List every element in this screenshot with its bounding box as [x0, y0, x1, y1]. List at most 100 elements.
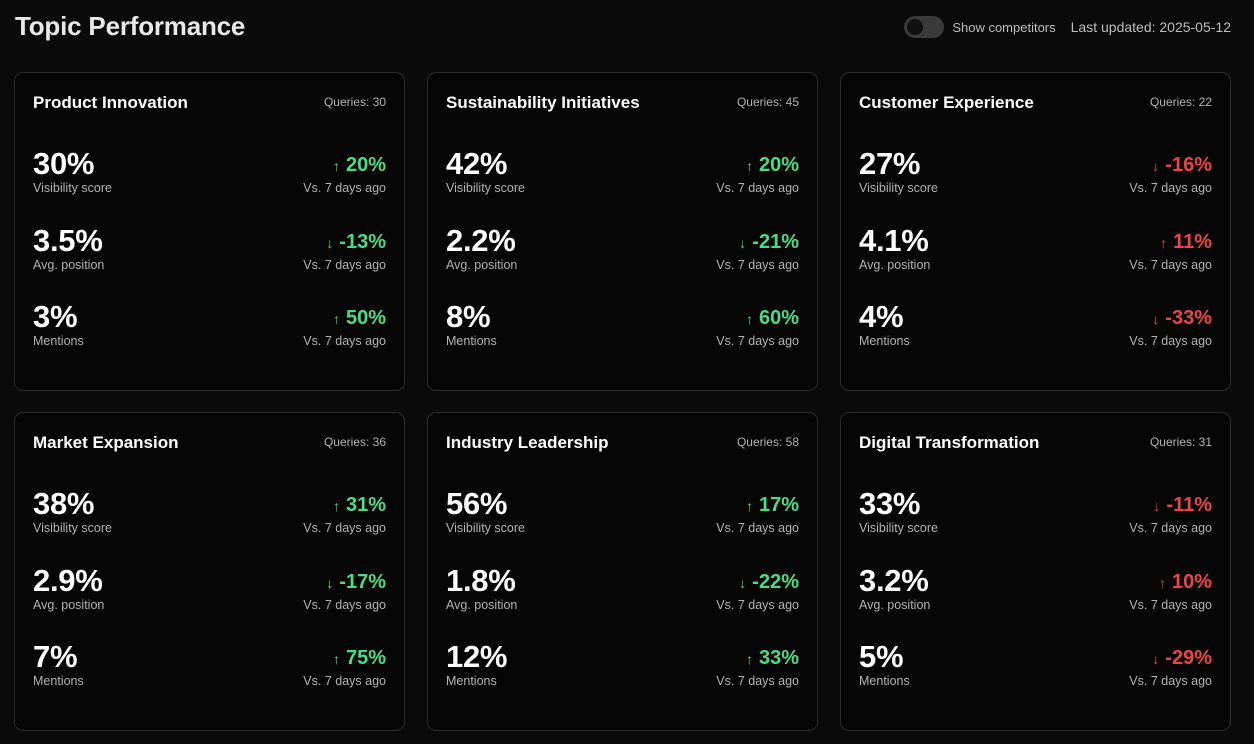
- metric-value: 38%: [33, 486, 95, 521]
- comparison-period: Vs. 7 days ago: [303, 181, 386, 195]
- change-percent: 60%: [758, 307, 799, 329]
- metric-label: Avg. position: [33, 598, 105, 612]
- arrow-down-icon: ↓: [1152, 310, 1160, 327]
- comparison-period: Vs. 7 days ago: [1129, 334, 1212, 348]
- comparison-period: Vs. 7 days ago: [716, 334, 799, 348]
- card-title: Customer Experience: [859, 93, 1034, 112]
- topic-card[interactable]: Customer Experience Queries: 22 27% Visibil…: [840, 72, 1231, 391]
- queries-count: Queries: 58: [736, 435, 799, 449]
- change-percent: -11%: [1166, 494, 1212, 516]
- metric-value: 4.1%: [859, 223, 929, 258]
- metric-visibility-score: 42% Visibility score ↑ 20% Vs. 7 days ago: [446, 146, 799, 204]
- queries-count: Queries: 30: [323, 95, 386, 109]
- comparison-period: Vs. 7 days ago: [716, 181, 799, 195]
- topic-card[interactable]: Product Innovation Queries: 30 30% Visibili…: [14, 72, 405, 391]
- metric-label: Mentions: [446, 674, 497, 688]
- metric-value: 27%: [859, 146, 921, 181]
- metric-mentions: 7% Mentions ↑ 75% Vs. 7 days ago: [33, 639, 386, 697]
- arrow-down-icon: ↓: [739, 234, 747, 251]
- comparison-period: Vs. 7 days ago: [716, 258, 799, 272]
- metric-value: 30%: [33, 146, 95, 181]
- metric-avg-position: 1.8% Avg. position ↓ -22% Vs. 7 days ago: [446, 563, 799, 621]
- metric-label: Avg. position: [33, 258, 105, 272]
- metric-label: Mentions: [859, 334, 910, 348]
- arrow-up-icon: ↑: [1158, 574, 1166, 591]
- metric-mentions: 3% Mentions ↑ 50% Vs. 7 days ago: [33, 299, 386, 357]
- arrow-up-icon: ↑: [1160, 234, 1168, 251]
- topic-card[interactable]: Digital Transformation Queries: 31 33% Visi…: [840, 412, 1231, 731]
- metric-avg-position: 3.2% Avg. position ↑ 10% Vs. 7 days ago: [859, 563, 1212, 621]
- arrow-down-icon: ↓: [326, 234, 334, 251]
- change-percent: -22%: [752, 571, 799, 593]
- metric-change: ↑ 60%: [746, 307, 799, 330]
- metric-change: ↑ 31%: [333, 494, 386, 517]
- page-title: Topic Performance: [15, 11, 246, 41]
- metric-value: 42%: [446, 146, 508, 181]
- metric-change: ↑ 20%: [333, 154, 386, 177]
- change-percent: 10%: [1171, 571, 1212, 593]
- metric-label: Avg. position: [859, 598, 931, 612]
- metric-value: 4%: [859, 299, 904, 334]
- arrow-up-icon: ↑: [332, 157, 340, 174]
- show-competitors-toggle[interactable]: [904, 16, 945, 38]
- metric-label: Visibility score: [859, 521, 938, 535]
- topic-card[interactable]: Industry Leadership Queries: 58 56% Visibil…: [427, 412, 818, 731]
- metric-value: 12%: [446, 639, 508, 674]
- change-percent: 11%: [1173, 231, 1212, 253]
- metric-change: ↓ -17%: [326, 571, 386, 594]
- arrow-up-icon: ↑: [745, 310, 753, 327]
- arrow-down-icon: ↓: [1153, 497, 1161, 514]
- change-percent: -29%: [1165, 647, 1212, 669]
- metric-value: 33%: [859, 486, 921, 521]
- metric-mentions: 12% Mentions ↑ 33% Vs. 7 days ago: [446, 639, 799, 697]
- metric-change: ↓ -29%: [1152, 647, 1212, 670]
- queries-count: Queries: 36: [323, 435, 386, 449]
- change-percent: 50%: [345, 307, 386, 329]
- last-updated-text: Last updated: 2025-05-12: [1070, 19, 1231, 35]
- metric-value: 5%: [859, 639, 904, 674]
- metric-value: 56%: [446, 486, 508, 521]
- comparison-period: Vs. 7 days ago: [1129, 521, 1212, 535]
- metric-value: 8%: [446, 299, 491, 334]
- comparison-period: Vs. 7 days ago: [303, 258, 386, 272]
- metric-value: 1.8%: [446, 563, 516, 598]
- metric-label: Visibility score: [859, 181, 938, 195]
- change-percent: 33%: [758, 647, 799, 669]
- metric-label: Mentions: [33, 674, 84, 688]
- card-title: Sustainability Initiatives: [446, 93, 640, 112]
- comparison-period: Vs. 7 days ago: [716, 674, 799, 688]
- metric-avg-position: 2.9% Avg. position ↓ -17% Vs. 7 days ago: [33, 563, 386, 621]
- comparison-period: Vs. 7 days ago: [716, 598, 799, 612]
- metric-value: 2.9%: [33, 563, 103, 598]
- arrow-up-icon: ↑: [332, 650, 340, 667]
- metric-change: ↑ 50%: [333, 307, 386, 330]
- arrow-up-icon: ↑: [745, 497, 753, 514]
- change-percent: 75%: [345, 647, 386, 669]
- queries-count: Queries: 31: [1149, 435, 1212, 449]
- metric-label: Avg. position: [446, 258, 518, 272]
- card-title: Digital Transformation: [859, 433, 1040, 452]
- metric-value: 7%: [33, 639, 78, 674]
- topic-card[interactable]: Sustainability Initiatives Queries: 45 42%…: [427, 72, 818, 391]
- arrow-down-icon: ↓: [739, 574, 747, 591]
- arrow-up-icon: ↑: [745, 650, 753, 667]
- card-title: Industry Leadership: [446, 433, 609, 452]
- comparison-period: Vs. 7 days ago: [716, 521, 799, 535]
- toggle-knob: [907, 19, 924, 35]
- metric-label: Visibility score: [33, 181, 112, 195]
- metric-avg-position: 4.1% Avg. position ↑ 11% Vs. 7 days ago: [859, 223, 1212, 281]
- metric-mentions: 8% Mentions ↑ 60% Vs. 7 days ago: [446, 299, 799, 357]
- metric-change: ↓ -21%: [739, 231, 799, 254]
- metric-avg-position: 3.5% Avg. position ↓ -13% Vs. 7 days ago: [33, 223, 386, 281]
- card-title: Product Innovation: [33, 93, 188, 112]
- arrow-up-icon: ↑: [332, 310, 340, 327]
- metric-change: ↓ -22%: [739, 571, 799, 594]
- change-percent: -21%: [752, 231, 799, 253]
- metric-mentions: 4% Mentions ↓ -33% Vs. 7 days ago: [859, 299, 1212, 357]
- metric-label: Visibility score: [33, 521, 112, 535]
- comparison-period: Vs. 7 days ago: [1129, 258, 1212, 272]
- metric-value: 3.5%: [33, 223, 103, 258]
- metric-value: 2.2%: [446, 223, 516, 258]
- topic-card[interactable]: Market Expansion Queries: 36 38% Visibility…: [14, 412, 405, 731]
